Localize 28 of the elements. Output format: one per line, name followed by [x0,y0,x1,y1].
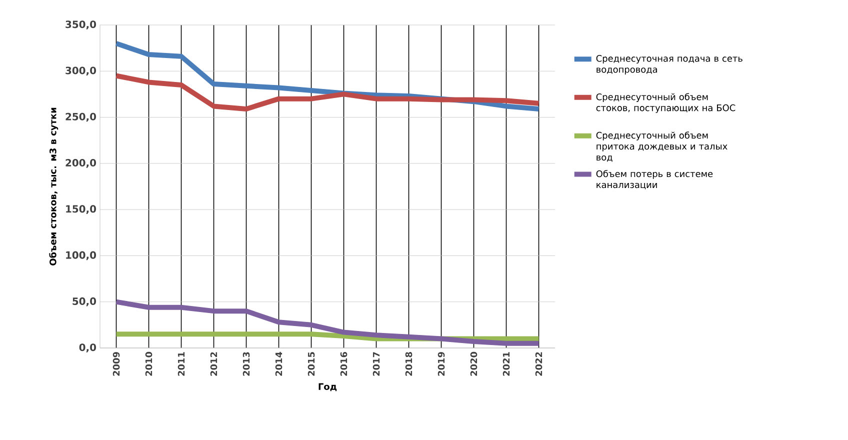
y-tick-label: 150,0 [66,205,96,214]
x-tick-label: 2019 [438,352,445,376]
x-tick-label: 2016 [340,352,348,376]
y-tick-label: 250,0 [66,112,96,122]
y-tick-label: 0,0 [79,344,96,352]
legend-label: Объем потерь в системе канализации [596,170,713,190]
legend-label: Среднесуточная подача в сеть водопровода [596,55,742,74]
x-tick-label: 2015 [308,352,315,376]
y-tick-label: 300,0 [66,66,96,76]
legend-label: Среднесуточный объем стоков, поступающих на БОС [596,93,736,113]
x-tick-label: 2022 [535,352,542,376]
x-tick-label: 2013 [242,352,250,376]
x-tick-label: 2010 [145,352,152,376]
x-tick-label: 2020 [470,352,478,376]
x-tick-label: 2014 [275,352,282,376]
y-tick-label: 200,0 [66,159,96,168]
x-tick-label: 2009 [112,352,120,376]
legend-label: Среднесуточный объем притока дождевых и талых вод [596,132,728,162]
y-tick-label: 50,0 [72,297,96,306]
x-tick-label: 2021 [502,352,510,376]
x-tick-label: 2017 [372,352,380,376]
x-axis-title: Год [318,383,337,392]
x-tick-label: 2012 [210,352,218,376]
y-tick-label: 350,0 [66,20,96,30]
x-tick-label: 2011 [178,352,185,376]
y-tick-label: 100,0 [66,251,96,260]
y-axis-title: Объем стоков, тыс. м3 в сутки [49,108,58,266]
x-tick-label: 2018 [405,352,412,376]
